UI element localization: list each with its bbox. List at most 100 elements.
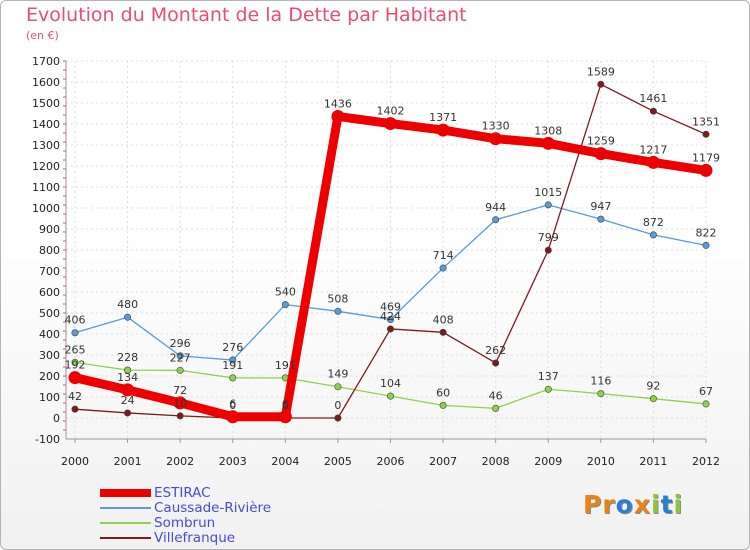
legend-label: ESTIRAC — [154, 485, 211, 501]
x-tick-label: 2012 — [692, 455, 720, 468]
data-label: 72 — [173, 384, 187, 397]
legend-swatch — [100, 489, 151, 497]
legend-label: Sombrun — [154, 515, 216, 531]
data-label: 1461 — [639, 92, 667, 105]
data-point — [334, 383, 342, 391]
data-label: 1371 — [429, 111, 457, 124]
data-label: 406 — [65, 314, 86, 327]
data-point — [229, 374, 237, 382]
data-label: 276 — [222, 341, 243, 354]
data-label: 408 — [433, 313, 454, 326]
data-label: 944 — [485, 201, 506, 214]
data-label: 469 — [380, 301, 401, 314]
data-point — [492, 216, 500, 224]
x-tick-label: 2011 — [639, 455, 667, 468]
data-label: 227 — [170, 351, 191, 364]
data-point — [334, 414, 342, 422]
legend-swatch — [100, 537, 151, 539]
data-label: 10 — [173, 397, 187, 410]
data-point — [331, 109, 345, 123]
data-label: 104 — [380, 377, 401, 390]
data-point — [649, 107, 657, 115]
data-point — [124, 366, 132, 374]
y-tick-label: 1300 — [32, 139, 60, 152]
chart-subtitle: (en €) — [26, 29, 59, 42]
proxiti-logo: Proxiti — [583, 490, 684, 519]
y-tick-label: 100 — [39, 391, 60, 404]
data-point — [649, 231, 657, 239]
y-tick-label: 1100 — [32, 181, 60, 194]
data-point — [544, 201, 552, 209]
data-label: 192 — [65, 359, 86, 372]
data-label: 134 — [117, 371, 138, 384]
data-label: 296 — [170, 337, 191, 350]
x-tick-label: 2000 — [61, 455, 89, 468]
data-point — [176, 366, 184, 374]
data-point — [334, 307, 342, 315]
data-label: 872 — [643, 216, 664, 229]
data-point — [439, 264, 447, 272]
data-point — [71, 358, 79, 366]
data-point — [436, 123, 450, 137]
data-label: 714 — [433, 249, 454, 262]
data-point — [492, 359, 500, 367]
series-lines — [68, 80, 713, 424]
data-label: 116 — [590, 375, 611, 388]
x-tick-label: 2001 — [114, 455, 142, 468]
y-tick-label: 1600 — [32, 76, 60, 89]
chart-title: Evolution du Montant de la Dette par Hab… — [26, 4, 467, 26]
data-point — [541, 136, 555, 150]
data-label: 947 — [590, 200, 611, 213]
y-tick-label: 1700 — [32, 55, 60, 68]
data-point — [492, 404, 500, 412]
data-point — [281, 301, 289, 309]
data-point — [176, 412, 184, 420]
x-tick-label: 2005 — [324, 455, 352, 468]
x-tick-label: 2009 — [534, 455, 562, 468]
y-tick-label: 0 — [53, 412, 60, 425]
data-label: 6 — [282, 398, 289, 411]
data-label: 191 — [275, 359, 296, 372]
data-label: 480 — [117, 298, 138, 311]
y-tick-label: 1500 — [32, 97, 60, 110]
data-point — [121, 383, 135, 397]
data-label: 1217 — [639, 143, 667, 156]
data-label: 1015 — [534, 186, 562, 199]
data-point — [386, 392, 394, 400]
data-label: 1330 — [482, 120, 510, 133]
data-label: 0 — [282, 399, 289, 412]
data-point — [384, 117, 397, 131]
data-label: 540 — [275, 286, 296, 299]
x-tick-label: 2010 — [587, 455, 615, 468]
y-tick-label: 700 — [39, 265, 60, 278]
data-labels: 192 134 72 6 6 1436 1402 1371 1330 1308 1259 1217 11… — [65, 65, 721, 412]
data-point — [597, 390, 605, 398]
data-point — [544, 246, 552, 254]
data-label: 149 — [327, 368, 348, 381]
legend-swatch — [100, 507, 151, 509]
legend-label: Caussade-Rivière — [154, 500, 272, 516]
data-label: 262 — [485, 344, 506, 357]
data-point — [702, 241, 710, 249]
x-tick-label: 2003 — [219, 455, 247, 468]
x-tick-label: 2006 — [377, 455, 405, 468]
data-label: 137 — [538, 370, 559, 383]
data-label: 799 — [538, 231, 559, 244]
data-point — [386, 325, 394, 333]
y-tick-label: 300 — [39, 349, 60, 362]
data-label: 6 — [229, 398, 236, 411]
data-label: 67 — [699, 385, 713, 398]
data-point — [489, 132, 503, 146]
data-label: 1259 — [587, 135, 615, 148]
y-tick-label: 200 — [39, 370, 60, 383]
data-point — [439, 401, 447, 409]
x-tick-label: 2004 — [271, 455, 299, 468]
axes: -100010020030040050060070080090010001100… — [32, 55, 720, 468]
data-point — [646, 155, 660, 169]
data-point — [597, 80, 605, 88]
y-tick-label: 500 — [39, 307, 60, 320]
data-label: 92 — [646, 380, 660, 393]
data-label: 42 — [68, 390, 82, 403]
